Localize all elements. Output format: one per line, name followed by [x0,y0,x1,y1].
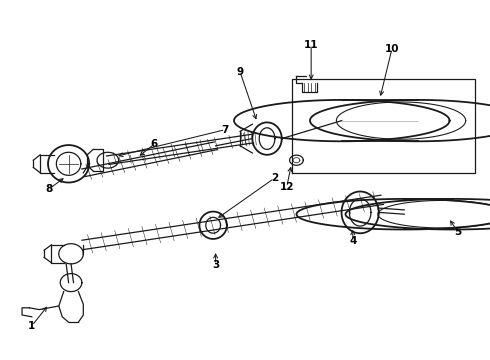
Text: 10: 10 [385,44,399,54]
Text: 12: 12 [279,182,294,192]
Text: 9: 9 [237,67,244,77]
Text: 4: 4 [349,236,357,246]
Text: 1: 1 [28,321,35,331]
Text: 5: 5 [455,227,462,237]
Text: 8: 8 [46,184,52,194]
Text: 7: 7 [221,125,229,135]
Text: 11: 11 [304,40,318,50]
Text: 3: 3 [212,260,219,270]
Text: 6: 6 [151,139,158,149]
Text: 2: 2 [271,173,278,183]
